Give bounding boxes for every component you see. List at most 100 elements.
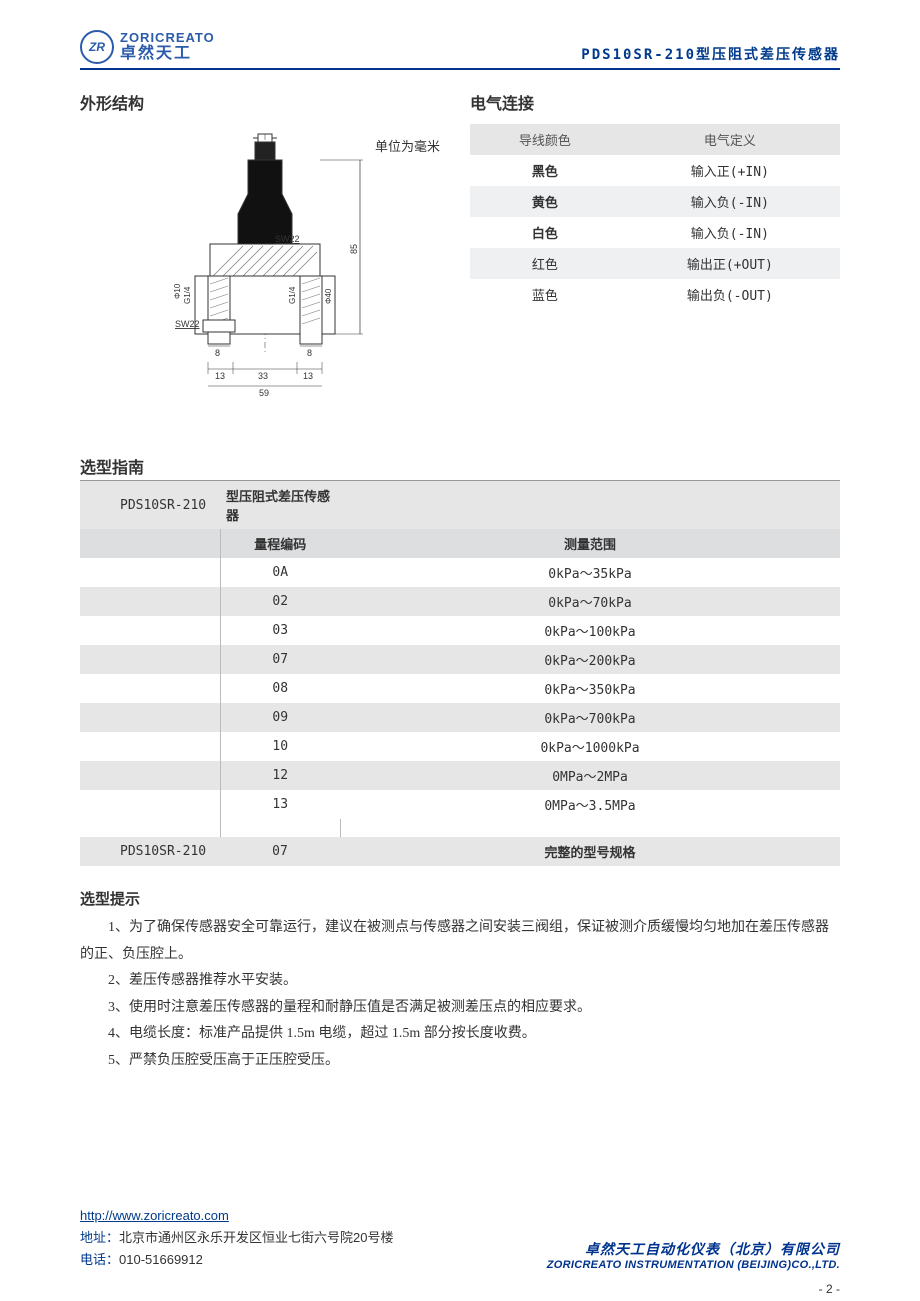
logo-icon: ZR bbox=[80, 30, 114, 64]
label-phi40: Φ40 bbox=[324, 288, 333, 304]
sel-code: 09 bbox=[220, 703, 340, 732]
empty-cell bbox=[340, 481, 840, 529]
sel-code: 08 bbox=[220, 674, 340, 703]
sel-model-desc: 型压阻式差压传感器 bbox=[220, 481, 340, 529]
header-product-name: PDS10SR-210型压阻式差压传感器 bbox=[581, 44, 840, 64]
table-row: 蓝色 输出负(-OUT) bbox=[470, 279, 840, 310]
tip-item: 4、电缆长度：标准产品提供 1.5m 电缆，超过 1.5m 部分按长度收费。 bbox=[80, 1021, 840, 1048]
wiring-title: 电气连接 bbox=[470, 90, 840, 114]
sel-code: 07 bbox=[220, 645, 340, 674]
table-row: 量程编码 测量范围 bbox=[80, 529, 840, 558]
label-phi10: Φ10 bbox=[173, 283, 182, 299]
wire-color: 蓝色 bbox=[470, 279, 620, 310]
empty-cell bbox=[80, 529, 220, 558]
table-row: 黄色 输入负(-IN) bbox=[470, 186, 840, 217]
sel-range: 0kPa～35kPa bbox=[340, 558, 840, 587]
table-row: 020kPa～70kPa bbox=[80, 587, 840, 616]
label-g14-left: G1/4 bbox=[183, 286, 192, 304]
outline-diagram: 单位为毫米 bbox=[80, 124, 450, 414]
sel-example-code: 07 bbox=[220, 837, 340, 866]
sel-model: PDS10SR-210 bbox=[80, 481, 220, 529]
page-header: ZR ZORICREATO 卓然天工 PDS10SR-210型压阻式差压传感器 bbox=[80, 30, 840, 70]
sel-code: 12 bbox=[220, 761, 340, 790]
table-row: 120MPa～2MPa bbox=[80, 761, 840, 790]
label-d59: 59 bbox=[259, 388, 269, 398]
table-row: 130MPa～3.5MPa bbox=[80, 790, 840, 819]
outline-title: 外形结构 bbox=[80, 90, 450, 114]
tel-label: 电话： bbox=[80, 1252, 119, 1267]
label-d33: 33 bbox=[258, 371, 268, 381]
table-row: PDS10SR-210 07 完整的型号规格 bbox=[80, 837, 840, 866]
sel-range: 0kPa～200kPa bbox=[340, 645, 840, 674]
sel-code: 10 bbox=[220, 732, 340, 761]
company-cn: 卓然天工自动化仪表（北京）有限公司 bbox=[547, 1239, 840, 1259]
wire-def: 输入负(-IN) bbox=[620, 186, 840, 217]
label-g14-right: G1/4 bbox=[288, 286, 297, 304]
logo-block: ZR ZORICREATO 卓然天工 bbox=[80, 30, 215, 64]
label-d13r: 13 bbox=[303, 371, 313, 381]
sel-col-code: 量程编码 bbox=[220, 529, 340, 558]
page-number: - 2 - bbox=[819, 1282, 840, 1296]
label-d8r: 8 bbox=[307, 348, 312, 358]
guide-title: 选型指南 bbox=[80, 454, 840, 481]
unit-note: 单位为毫米 bbox=[375, 136, 440, 155]
sel-code: 02 bbox=[220, 587, 340, 616]
label-d13l: 13 bbox=[215, 371, 225, 381]
table-row: 070kPa～200kPa bbox=[80, 645, 840, 674]
table-row: 030kPa～100kPa bbox=[80, 616, 840, 645]
tip-item: 5、严禁负压腔受压高于正压腔受压。 bbox=[80, 1048, 840, 1075]
sel-col-range: 测量范围 bbox=[340, 529, 840, 558]
wire-color: 黑色 bbox=[470, 155, 620, 186]
sel-code: 0A bbox=[220, 558, 340, 587]
label-h85: 85 bbox=[349, 244, 359, 254]
logo-zh: 卓然天工 bbox=[120, 45, 215, 63]
page-footer: http://www.zoricreato.com 地址：北京市通州区永乐开发区… bbox=[80, 1205, 840, 1271]
selection-table: PDS10SR-210 型压阻式差压传感器 量程编码 测量范围 0A0kPa～3… bbox=[80, 481, 840, 866]
table-row: 080kPa～350kPa bbox=[80, 674, 840, 703]
wire-def: 输出负(-OUT) bbox=[620, 279, 840, 310]
footer-contact: http://www.zoricreato.com 地址：北京市通州区永乐开发区… bbox=[80, 1205, 393, 1271]
addr-label: 地址： bbox=[80, 1230, 119, 1245]
sel-range: 0kPa～700kPa bbox=[340, 703, 840, 732]
sensor-diagram-icon: SW22 SW22 G1/4 G1/4 Φ10 Φ40 85 8 8 bbox=[135, 124, 395, 404]
table-row bbox=[80, 819, 840, 837]
logo-en: ZORICREATO bbox=[120, 31, 215, 45]
wire-def: 输出正(+OUT) bbox=[620, 248, 840, 279]
wire-color: 黄色 bbox=[470, 186, 620, 217]
footer-company: 卓然天工自动化仪表（北京）有限公司 ZORICREATO INSTRUMENTA… bbox=[547, 1239, 840, 1271]
sel-example-label: 完整的型号规格 bbox=[340, 837, 840, 866]
table-row: 白色 输入负(-IN) bbox=[470, 217, 840, 248]
tip-item: 3、使用时注意差压传感器的量程和耐静压值是否满足被测差压点的相应要求。 bbox=[80, 995, 840, 1022]
sel-range: 0kPa～1000kPa bbox=[340, 732, 840, 761]
sel-code: 03 bbox=[220, 616, 340, 645]
tips-block: 1、为了确保传感器安全可靠运行，建议在被测点与传感器之间安装三阀组，保证被测介质… bbox=[80, 915, 840, 1075]
logo-text: ZORICREATO 卓然天工 bbox=[120, 31, 215, 63]
table-row: PDS10SR-210 型压阻式差压传感器 bbox=[80, 481, 840, 529]
table-row: 100kPa～1000kPa bbox=[80, 732, 840, 761]
tip-item: 1、为了确保传感器安全可靠运行，建议在被测点与传感器之间安装三阀组，保证被测介质… bbox=[80, 915, 840, 968]
wire-color: 红色 bbox=[470, 248, 620, 279]
wire-col-color: 导线颜色 bbox=[470, 124, 620, 155]
table-row: 090kPa～700kPa bbox=[80, 703, 840, 732]
wire-color: 白色 bbox=[470, 217, 620, 248]
sel-range: 0kPa～100kPa bbox=[340, 616, 840, 645]
wire-def: 输入正(+IN) bbox=[620, 155, 840, 186]
company-en: ZORICREATO INSTRUMENTATION (BEIJING)CO.,… bbox=[547, 1259, 840, 1271]
label-sw22-top: SW22 bbox=[275, 234, 300, 244]
tip-item: 2、差压传感器推荐水平安装。 bbox=[80, 968, 840, 995]
table-row: 黑色 输入正(+IN) bbox=[470, 155, 840, 186]
table-row: 红色 输出正(+OUT) bbox=[470, 248, 840, 279]
tips-title: 选型提示 bbox=[80, 888, 840, 909]
wire-def: 输入负(-IN) bbox=[620, 217, 840, 248]
sel-example-model: PDS10SR-210 bbox=[80, 837, 220, 866]
sel-range: 0MPa～3.5MPa bbox=[340, 790, 840, 819]
footer-address: 北京市通州区永乐开发区恒业七街六号院20号楼 bbox=[119, 1230, 393, 1245]
footer-url[interactable]: http://www.zoricreato.com bbox=[80, 1208, 229, 1223]
table-row: 导线颜色 电气定义 bbox=[470, 124, 840, 155]
sel-code: 13 bbox=[220, 790, 340, 819]
wiring-table: 导线颜色 电气定义 黑色 输入正(+IN) 黄色 输入负(-IN) 白色 输入负… bbox=[470, 124, 840, 310]
footer-tel: 010-51669912 bbox=[119, 1252, 203, 1267]
label-sw22-left: SW22 bbox=[175, 319, 200, 329]
sel-range: 0kPa～70kPa bbox=[340, 587, 840, 616]
label-d8l: 8 bbox=[215, 348, 220, 358]
